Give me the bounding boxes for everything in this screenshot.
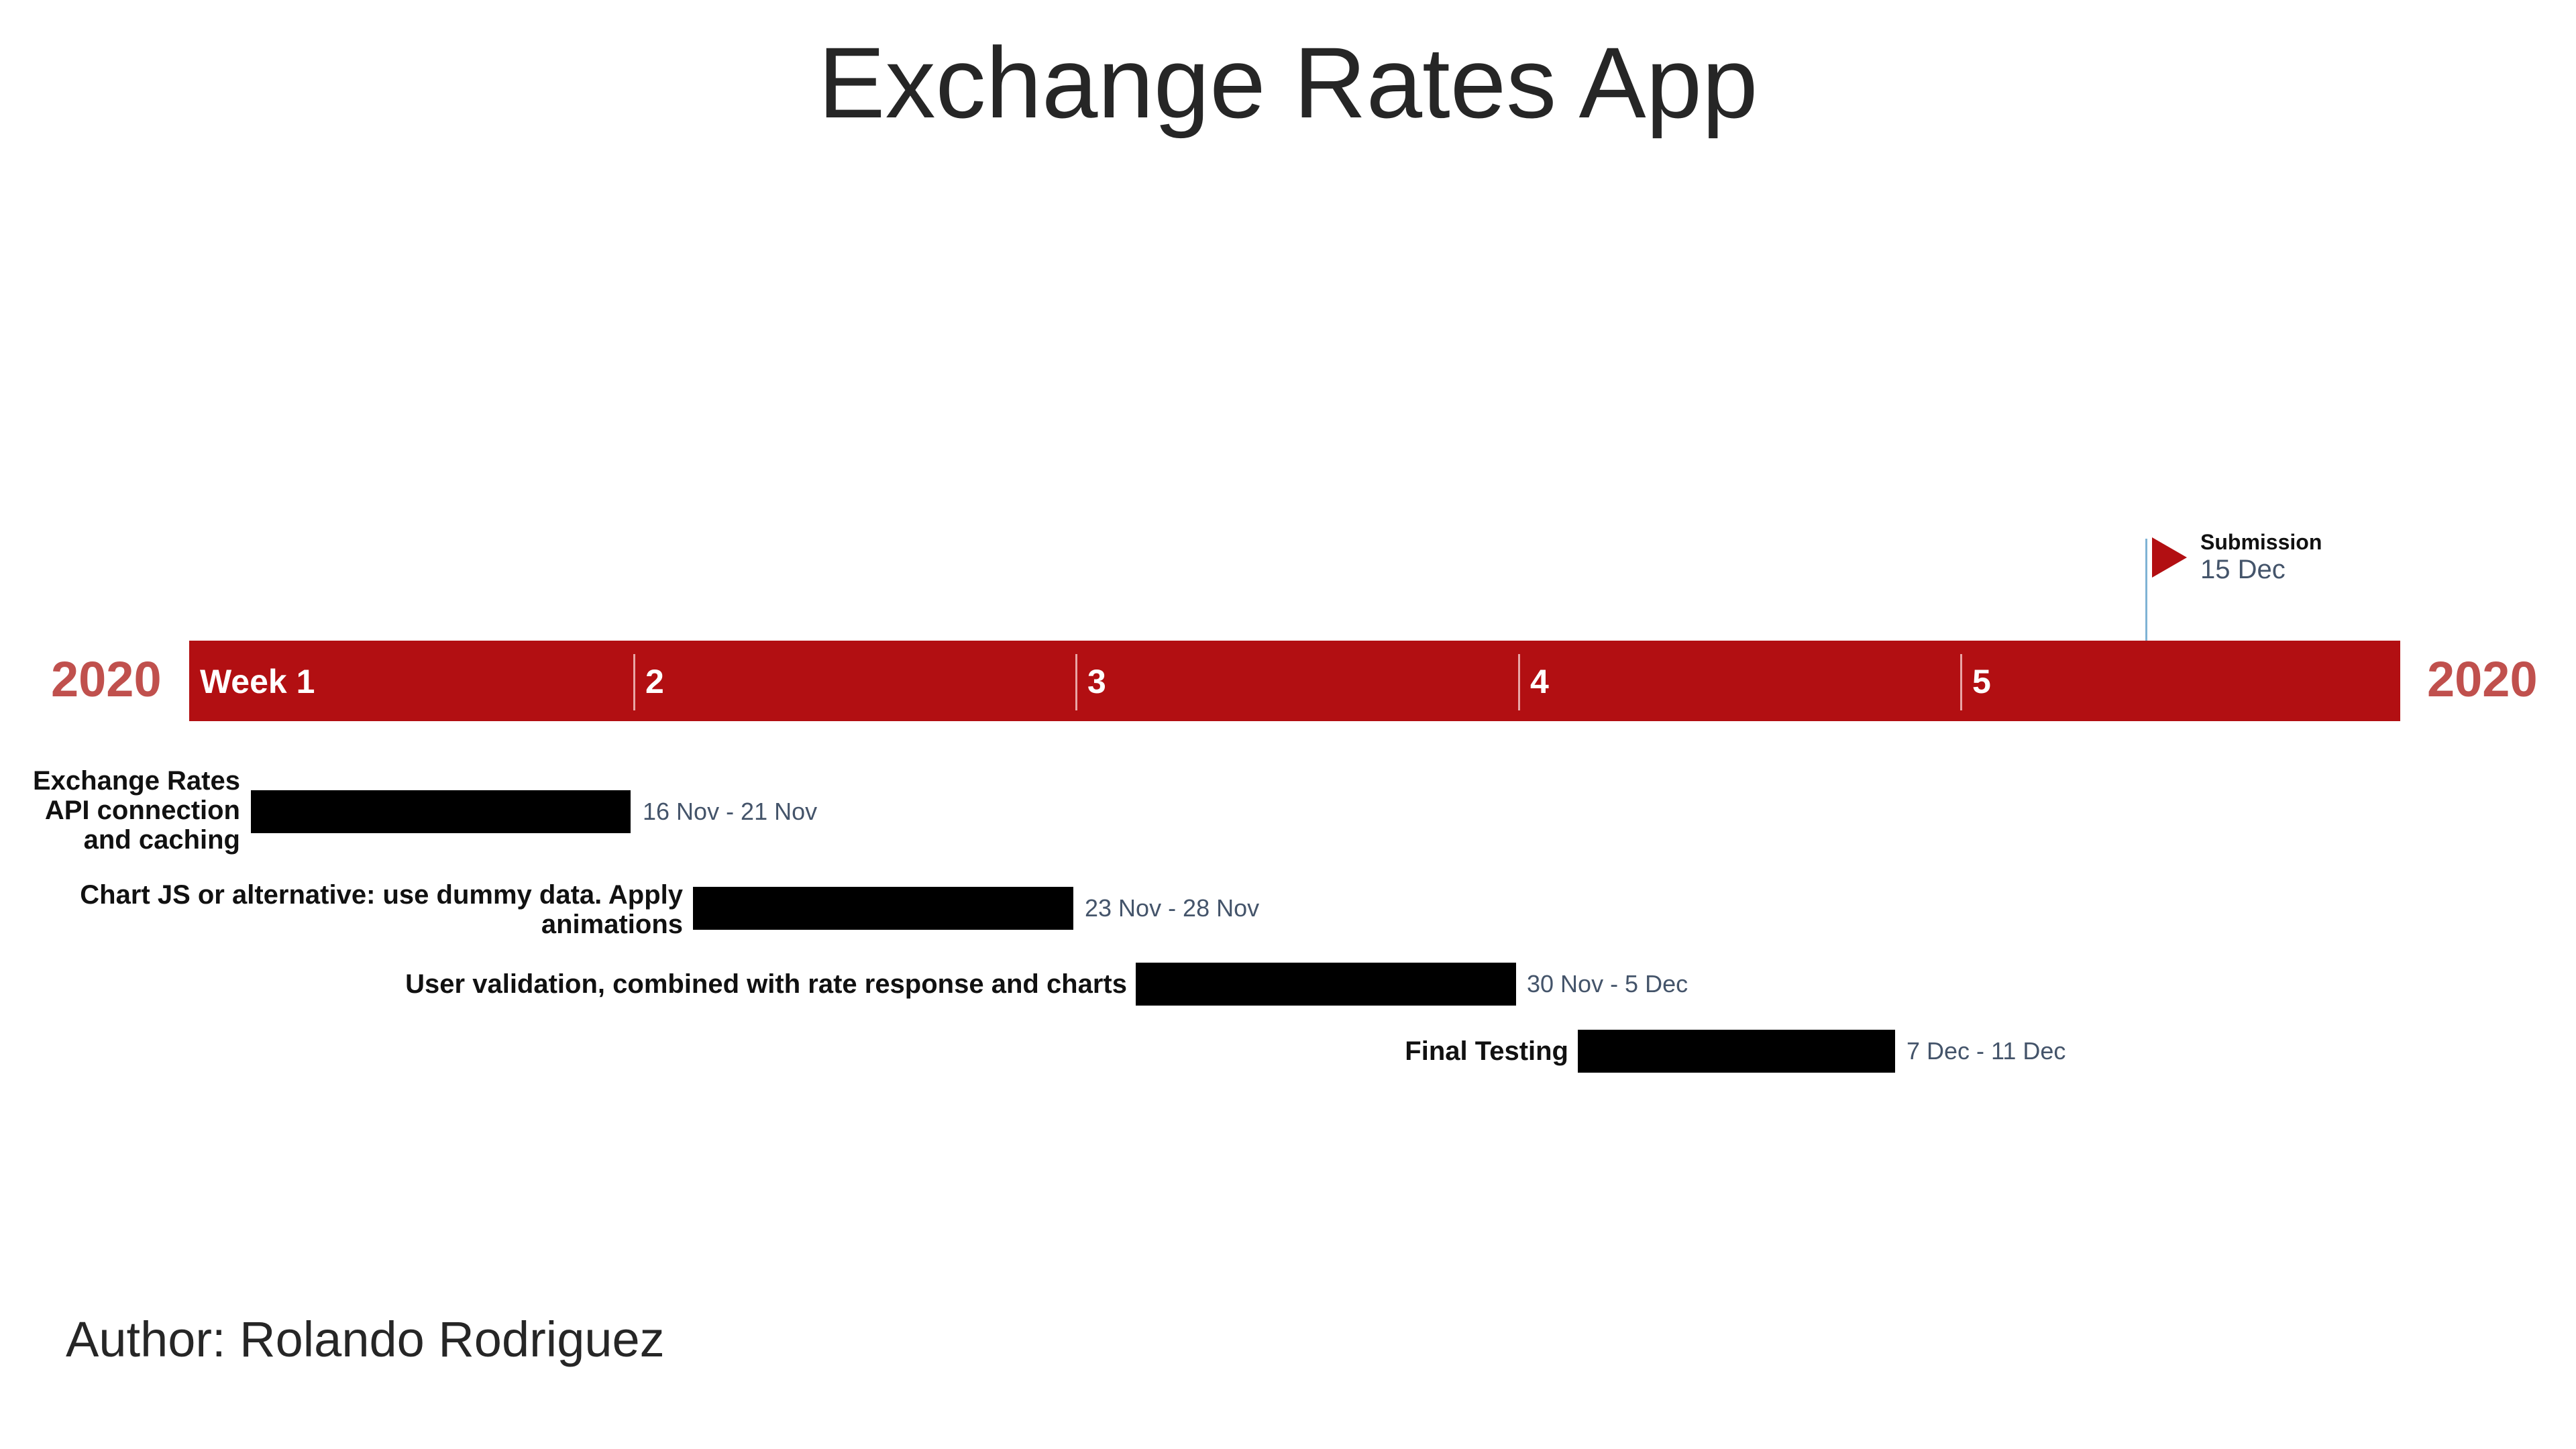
task-dates: 30 Nov - 5 Dec xyxy=(1527,970,1688,998)
task-label: User validation, combined with rate resp… xyxy=(405,969,1127,999)
task-label: Final Testing xyxy=(1405,1036,1568,1066)
week-separator xyxy=(1960,654,1962,710)
timeline-band: Week 1 2 3 4 5 xyxy=(189,641,2400,721)
milestone-date: 15 Dec xyxy=(2200,555,2286,584)
task-bar xyxy=(693,887,1073,930)
year-label-left: 2020 xyxy=(51,651,162,707)
week-separator xyxy=(1075,654,1077,710)
milestone-name: Submission xyxy=(2200,530,2322,554)
task-bar xyxy=(1136,963,1516,1006)
task-dates: 7 Dec - 11 Dec xyxy=(1907,1037,2066,1065)
week-separator xyxy=(1518,654,1520,710)
page-title: Exchange Rates App xyxy=(818,26,1758,139)
flag-icon xyxy=(2152,537,2187,578)
task-dates: 23 Nov - 28 Nov xyxy=(1085,894,1260,922)
week-label-3: 3 xyxy=(1087,663,1106,700)
task-bar xyxy=(1578,1030,1895,1073)
author-credit: Author: Rolando Rodriguez xyxy=(66,1311,665,1367)
task-label: Chart JS or alternative: use dummy data.… xyxy=(80,880,683,939)
week-label-2: 2 xyxy=(645,663,664,700)
task-bar xyxy=(251,790,631,833)
week-separator xyxy=(633,654,635,710)
milestone-line xyxy=(2145,539,2147,641)
task-label: Exchange Rates API connection and cachin… xyxy=(32,766,240,855)
week-label-5: 5 xyxy=(1972,663,1991,700)
week-label-1: Week 1 xyxy=(200,663,315,700)
week-label-4: 4 xyxy=(1530,663,1549,700)
task-dates: 16 Nov - 21 Nov xyxy=(643,798,818,825)
year-label-right: 2020 xyxy=(2427,651,2538,707)
